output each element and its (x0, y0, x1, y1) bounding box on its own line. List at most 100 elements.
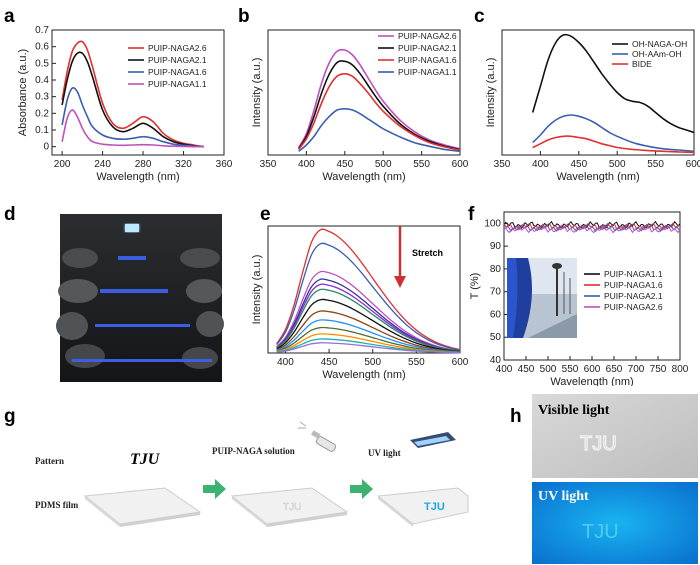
x-tick-label: 240 (94, 159, 111, 170)
panel-letter-a: a (4, 6, 15, 27)
y-tick-label: 0.1 (35, 125, 49, 136)
chart-b: 350 400 450 500 550 600 Wavelength (nm) Intensi… (251, 29, 468, 183)
x-tick-label: 750 (650, 364, 667, 375)
y-axis-label: Intensity (a.u.) (251, 255, 263, 325)
y-tick-label: 0 (43, 142, 49, 153)
plot-frame (267, 225, 461, 354)
uv-light-label: UV light (368, 448, 401, 458)
panel-letter-g: g (4, 406, 16, 427)
x-tick-label: 500 (364, 357, 381, 368)
x-tick-label: 350 (494, 159, 511, 170)
y-tick-label: 40 (490, 355, 502, 366)
legend-entry: PUIP-NAGA2.6 (398, 31, 457, 41)
panel-letter-f: f (468, 204, 475, 225)
y-tick-label: 0.5 (35, 58, 49, 69)
pdms-film-2: TJU (230, 487, 349, 527)
panel-c: c 350 400 450 500 550 600 Wavelength (nm) Inten… (474, 6, 700, 183)
plot-frame (267, 29, 461, 156)
x-tick-label: 500 (540, 364, 557, 375)
x-axis-label: Wavelength (nm) (550, 376, 633, 386)
x-tick-label: 450 (570, 159, 587, 170)
x-tick-label: 650 (606, 364, 623, 375)
x-axis-label: Wavelength (nm) (96, 171, 179, 183)
x-tick-label: 320 (175, 159, 192, 170)
series-line (61, 87, 204, 148)
legend-entry: PUIP-NAGA1.1 (148, 79, 207, 89)
series-line (276, 228, 461, 351)
tju-uv: TJU (582, 521, 619, 543)
x-tick-label: 400 (532, 159, 549, 170)
series-line (276, 310, 461, 353)
series-line (276, 298, 461, 353)
x-tick-label: 400 (298, 159, 315, 170)
y-tick-label: 90 (490, 241, 502, 252)
panel-letter-b: b (238, 6, 250, 27)
x-tick-label: 450 (518, 364, 535, 375)
y-tick-label: 0.6 (35, 42, 49, 53)
pdms-film-label: PDMS film (35, 500, 79, 510)
series-line (503, 225, 681, 234)
series-line (531, 33, 695, 134)
panel-d: d (4, 204, 224, 382)
legend-entry: PUIP-NAGA2.6 (604, 302, 663, 312)
tju-coating: TJU (283, 502, 301, 513)
series-line (298, 107, 461, 153)
y-tick-label: 50 (490, 332, 502, 343)
series-line (61, 109, 204, 148)
series-line (298, 72, 461, 151)
x-tick-label: 400 (496, 364, 513, 375)
x-axis-label: Wavelength (nm) (322, 171, 405, 183)
panel-letter-h: h (510, 406, 522, 427)
y-axis-label: Intensity (a.u.) (251, 58, 263, 128)
y-tick-label: 100 (484, 218, 501, 229)
series-line (61, 51, 204, 148)
x-tick-label: 550 (413, 159, 430, 170)
x-tick-label: 700 (628, 364, 645, 375)
plot-frame (51, 29, 225, 156)
plot-frame (501, 29, 695, 156)
y-tick-label: 70 (490, 287, 502, 298)
x-tick-label: 500 (609, 159, 626, 170)
series-line (276, 342, 461, 354)
stretching-photo (56, 214, 224, 382)
panel-letter-c: c (474, 6, 485, 27)
x-tick-label: 500 (375, 159, 392, 170)
series-line (276, 319, 461, 353)
y-tick-label: 0.3 (35, 92, 49, 103)
series-line (276, 288, 461, 352)
panel-h: h Visible light TJU UV light TJU (510, 394, 698, 564)
x-tick-label: 400 (277, 357, 294, 368)
tju-glow: TJU (424, 501, 445, 513)
x-tick-label: 350 (260, 159, 277, 170)
legend-entry: PUIP-NAGA1.1 (398, 67, 457, 77)
legend-entry: OH-NAGA-OH (632, 39, 687, 49)
uv-light-photo: UV light TJU (532, 482, 698, 564)
panel-letter-e: e (260, 204, 271, 225)
series-line (298, 60, 461, 151)
x-tick-label: 360 (216, 159, 232, 170)
x-axis-label: Wavelength (nm) (556, 171, 639, 183)
x-tick-label: 550 (408, 357, 425, 368)
tju-pattern: TJU (130, 451, 161, 468)
series-line (532, 114, 695, 153)
panel-letter-d: d (4, 204, 16, 225)
series-line (276, 326, 461, 353)
x-tick-label: 200 (54, 159, 71, 170)
x-tick-label: 600 (452, 159, 468, 170)
x-axis-label: Wavelength (nm) (322, 369, 405, 381)
panel-e: e 400 450 500 550 600 Wavelength (nm) Intensit… (251, 204, 468, 381)
legend-entry: PUIP-NAGA2.1 (398, 43, 457, 53)
legend-entry: PUIP-NAGA2.6 (148, 43, 207, 53)
y-tick-label: 0.4 (35, 75, 49, 86)
panel-a: a 200 240 280 320 360 0 0.1 0.2 0.3 0.4 0.5 0.6 0.7 W… (4, 6, 232, 183)
series-line (298, 48, 461, 150)
uv-lamp-icon (410, 432, 456, 448)
legend-entry: PUIP-NAGA1.1 (604, 269, 663, 279)
x-tick-label: 800 (672, 364, 689, 375)
stretch-label: Stretch (412, 248, 443, 258)
series-line (276, 242, 461, 351)
legend-entry: PUIP-NAGA2.1 (148, 55, 207, 65)
spray-bottle-icon (298, 421, 337, 452)
stretch-arrow (394, 226, 406, 288)
chart-c: 350 400 450 500 550 600 Wavelength (nm) Intensi… (485, 29, 700, 183)
